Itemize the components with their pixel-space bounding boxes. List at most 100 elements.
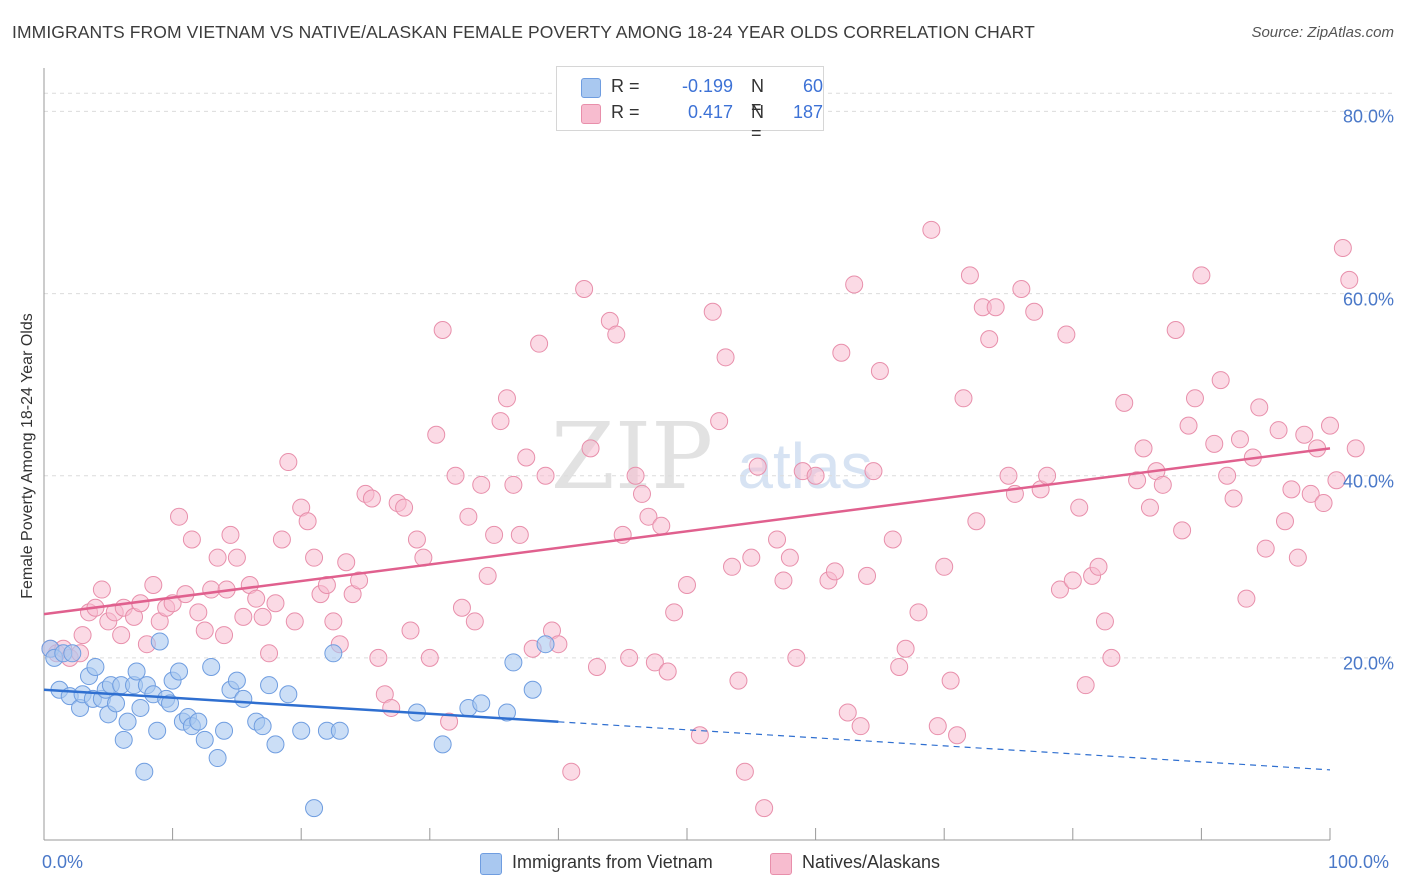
point-natives	[510, 525, 529, 544]
point-natives	[491, 412, 510, 431]
point-natives	[221, 525, 240, 544]
point-natives	[896, 639, 915, 658]
point-natives	[928, 717, 947, 736]
y-tick-label: 40.0%	[1342, 471, 1394, 492]
point-vietnam	[208, 749, 227, 768]
point-natives	[1153, 475, 1172, 494]
point-natives	[1012, 280, 1031, 299]
point-natives	[1185, 389, 1204, 408]
point-natives	[195, 621, 214, 640]
point-natives	[1179, 416, 1198, 435]
point-vietnam	[131, 698, 150, 717]
point-natives	[227, 548, 246, 567]
point-natives	[825, 562, 844, 581]
point-natives	[478, 566, 497, 585]
point-natives	[748, 457, 767, 476]
point-natives	[1173, 521, 1192, 540]
point-natives	[350, 571, 369, 590]
point-natives	[851, 717, 870, 736]
point-natives	[774, 571, 793, 590]
point-vietnam	[148, 721, 167, 740]
legend-r-label: R =	[611, 102, 640, 122]
point-natives	[465, 612, 484, 631]
point-natives	[735, 762, 754, 781]
point-natives	[279, 453, 298, 472]
correlation-legend: R = -0.199 N = 60 R = 0.417 N = 187	[556, 66, 824, 143]
legend-n-value: 60	[802, 76, 823, 96]
point-vietnam	[292, 721, 311, 740]
legend-n-label: N =	[751, 102, 764, 143]
point-natives	[382, 698, 401, 717]
point-natives	[247, 589, 266, 608]
point-vietnam	[324, 644, 343, 663]
bottom-legend-label: Natives/Alaskans	[802, 852, 941, 872]
legend-r-value: 0.417	[687, 102, 733, 122]
point-vietnam	[135, 762, 154, 781]
point-natives	[665, 603, 684, 622]
point-natives	[787, 648, 806, 667]
point-natives	[729, 671, 748, 690]
point-natives	[806, 466, 825, 485]
point-vietnam	[536, 635, 555, 654]
point-vietnam	[114, 730, 133, 749]
point-natives	[1250, 398, 1269, 417]
point-natives	[285, 612, 304, 631]
point-natives	[1076, 676, 1095, 695]
bottom-legend-swatch-blue	[480, 853, 502, 875]
point-natives	[536, 466, 555, 485]
point-natives	[780, 548, 799, 567]
point-natives	[639, 507, 658, 526]
chart-title: IMMIGRANTS FROM VIETNAM VS NATIVE/ALASKA…	[12, 22, 1035, 42]
point-vietnam	[127, 662, 146, 681]
point-natives	[858, 566, 877, 585]
point-vietnam	[161, 694, 180, 713]
point-natives	[337, 553, 356, 572]
trendline-vietnam	[43, 688, 559, 724]
point-natives	[690, 726, 709, 745]
point-vietnam	[227, 671, 246, 690]
point-vietnam	[253, 717, 272, 736]
point-vietnam	[118, 712, 137, 731]
point-natives	[941, 671, 960, 690]
point-natives	[1038, 466, 1057, 485]
point-natives	[909, 603, 928, 622]
point-natives	[112, 626, 131, 645]
point-natives	[960, 266, 979, 285]
point-natives	[530, 334, 549, 353]
point-natives	[1211, 371, 1230, 390]
point-natives	[1346, 439, 1365, 458]
legend-swatch-blue	[581, 78, 601, 98]
point-natives	[607, 325, 626, 344]
point-vietnam	[215, 721, 234, 740]
point-vietnam	[195, 730, 214, 749]
point-natives	[1095, 612, 1114, 631]
point-natives	[1301, 484, 1320, 503]
point-natives	[234, 607, 253, 626]
point-natives	[954, 389, 973, 408]
point-natives	[768, 530, 787, 549]
point-natives	[948, 726, 967, 745]
point-natives	[1025, 302, 1044, 321]
y-tick-label: 80.0%	[1342, 106, 1394, 127]
point-natives	[459, 507, 478, 526]
point-natives	[92, 580, 111, 599]
point-natives	[182, 530, 201, 549]
point-vietnam	[504, 653, 523, 672]
point-natives	[324, 612, 343, 631]
point-natives	[427, 425, 446, 444]
point-natives	[1256, 539, 1275, 558]
point-natives	[401, 621, 420, 640]
point-natives	[298, 512, 317, 531]
point-natives	[170, 507, 189, 526]
point-natives	[723, 557, 742, 576]
y-tick-label: 20.0%	[1342, 653, 1394, 674]
point-natives	[395, 498, 414, 517]
x-tick-label-100: 100.0%	[1328, 852, 1390, 872]
point-vietnam	[234, 689, 253, 708]
trendline-natives	[43, 447, 1331, 616]
point-natives	[1282, 480, 1301, 499]
point-natives	[980, 330, 999, 349]
point-natives	[575, 280, 594, 299]
point-natives	[407, 530, 426, 549]
